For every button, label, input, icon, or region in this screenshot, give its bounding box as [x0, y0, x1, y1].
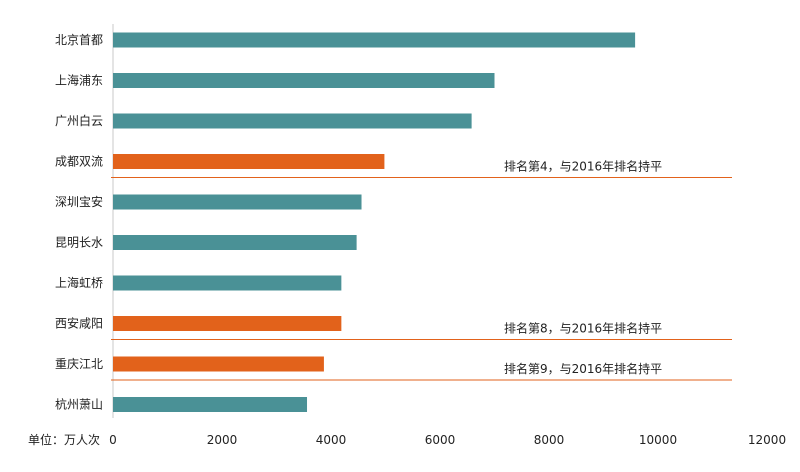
bar-8 — [113, 316, 342, 331]
annotations-group: 排名第4，与2016年排名持平排名第8，与2016年排名持平排名第9，与2016… — [111, 159, 732, 381]
category-label: 成都双流 — [55, 155, 103, 169]
x-tick-label: 6000 — [425, 433, 456, 447]
bar-4 — [113, 154, 385, 169]
x-tick-label: 8000 — [534, 433, 565, 447]
x-tick-label: 0 — [109, 433, 117, 447]
category-label: 深圳宝安 — [55, 194, 103, 209]
x-tick-label: 4000 — [316, 433, 347, 447]
bar-2 — [113, 73, 495, 88]
bar-9 — [113, 356, 324, 372]
annotation-text-2: 排名第8，与2016年排名持平 — [504, 321, 662, 336]
annotation-text-1: 排名第4，与2016年排名持平 — [504, 159, 662, 174]
category-label: 广州白云 — [55, 113, 103, 128]
bar-7 — [113, 275, 342, 291]
category-label: 西安咸阳 — [55, 316, 103, 331]
bars-group — [113, 32, 636, 412]
x-tick-label: 12000 — [748, 433, 786, 447]
x-tick-label: 2000 — [207, 433, 238, 447]
category-label: 上海浦东 — [55, 73, 103, 88]
bar-1 — [113, 32, 636, 48]
category-label: 杭州萧山 — [55, 397, 103, 412]
unit-label: 单位：万人次 — [28, 432, 100, 447]
bar-5 — [113, 194, 362, 210]
bar-3 — [113, 113, 472, 129]
category-label: 昆明长水 — [55, 236, 103, 250]
category-label: 北京首都 — [55, 33, 103, 47]
bar-10 — [113, 397, 308, 412]
bar-6 — [113, 235, 357, 250]
category-label: 上海虹桥 — [55, 275, 103, 290]
category-label: 重庆江北 — [55, 357, 103, 371]
x-tick-label: 10000 — [639, 433, 677, 447]
annotation-text-3: 排名第9，与2016年排名持平 — [504, 361, 662, 376]
x-tick-labels-group: 0 2000 4000 6000 8000 10000 12000 — [109, 433, 786, 447]
